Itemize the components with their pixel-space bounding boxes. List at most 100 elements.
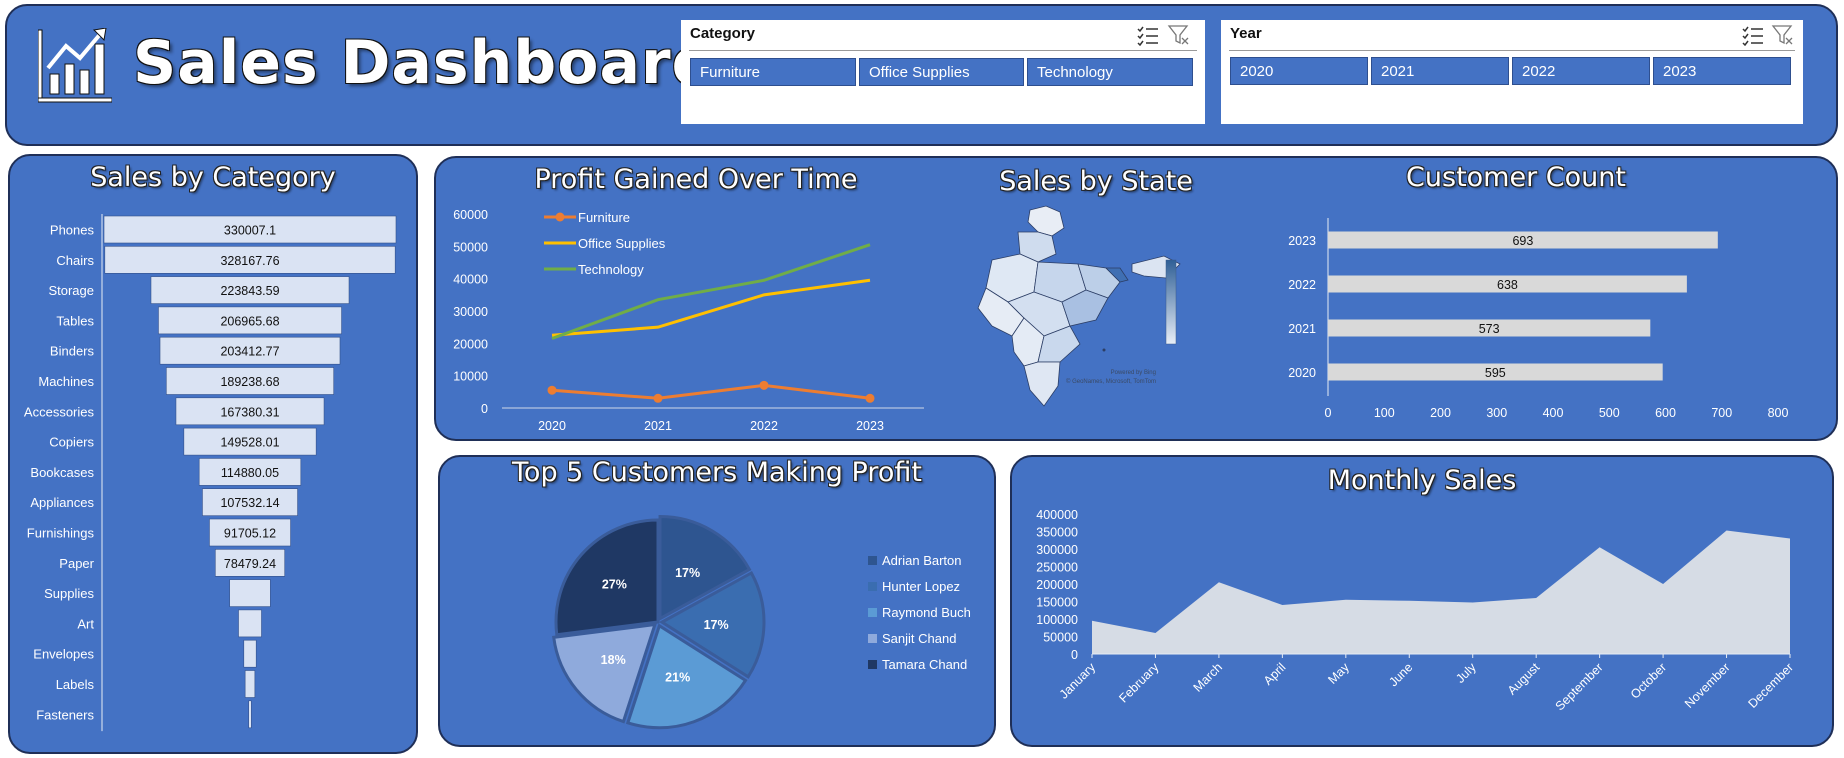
customer-x-tick: 100	[1374, 406, 1395, 420]
category-chip-technology[interactable]: Technology	[1027, 58, 1193, 86]
customer-count-chart: 693 2023 638 2022 573 2021 595 2020 0 100 200 300 40…	[1288, 218, 1788, 420]
category-label: Art	[77, 616, 94, 631]
header-panel: Sales Dashboard Category Furniture Offic…	[5, 4, 1838, 146]
customer-x-tick: 700	[1711, 406, 1732, 420]
pie-slice	[554, 518, 660, 637]
map-highlight-state	[1105, 267, 1129, 283]
sales-by-category-chart: Phones 330007.1 Chairs 328167.76 Storage 2238…	[24, 214, 397, 732]
category-label: Appliances	[30, 495, 94, 510]
legend-label: Furniture	[578, 210, 630, 225]
category-bar	[103, 215, 397, 244]
category-bar	[158, 306, 342, 335]
category-chip-furniture[interactable]: Furniture	[690, 58, 856, 86]
profit-over-time-chart: 0 10000 20000 30000 40000 50000 60000 2020 2021 2…	[453, 208, 924, 433]
pie-slice	[625, 623, 748, 730]
category-bar	[159, 336, 341, 365]
category-label: Accessories	[24, 404, 95, 419]
pie-legend-swatch	[868, 556, 877, 565]
category-bar	[150, 276, 350, 304]
monthly-y-tick: 350000	[1036, 526, 1078, 540]
profit-point	[865, 393, 875, 403]
category-bar	[238, 609, 262, 638]
profit-line-furniture	[551, 383, 871, 400]
category-chip-office-supplies[interactable]: Office Supplies	[859, 58, 1024, 86]
monthly-y-tick: 50000	[1043, 631, 1078, 645]
category-label: Tables	[56, 313, 94, 328]
profit-line-technology	[551, 243, 871, 340]
monthly-y-tick: 0	[1071, 648, 1078, 662]
customer-bar	[1328, 319, 1651, 337]
category-bar	[244, 670, 256, 698]
pie-legend-swatch	[868, 582, 877, 591]
category-bar	[198, 458, 302, 486]
pie-legend-swatch	[868, 608, 877, 617]
clear-filter-icon[interactable]	[1167, 24, 1191, 46]
monthly-x-tick: September	[1553, 660, 1606, 713]
profit-point	[547, 385, 557, 395]
monthly-x-tick: April	[1261, 660, 1289, 688]
map-south-central	[1037, 325, 1081, 363]
customer-year-label: 2022	[1288, 278, 1316, 292]
pie-legend-label: Adrian Barton	[882, 553, 962, 568]
year-chip-2021[interactable]: 2021	[1371, 57, 1509, 85]
monthly-x-tick: June	[1386, 660, 1415, 689]
pie-slice	[659, 570, 766, 679]
clear-filter-icon[interactable]	[1771, 24, 1795, 46]
monthly-y-tick: 250000	[1036, 561, 1078, 575]
multi-select-icon[interactable]	[1741, 24, 1765, 46]
sales-by-category-title: Sales by Category	[90, 162, 336, 193]
monthly-y-tick: 400000	[1036, 508, 1078, 522]
category-value-label: 91705.12	[224, 527, 276, 541]
category-bar	[248, 700, 252, 729]
category-value-label: 206965.68	[220, 314, 279, 328]
customer-value-label: 693	[1512, 234, 1533, 248]
category-value-label: 167380.31	[220, 405, 279, 419]
year-chip-2023[interactable]: 2023	[1653, 57, 1791, 85]
category-label: Machines	[38, 374, 94, 389]
category-value-label: 330007.1	[224, 224, 276, 238]
top5-customers-panel: Top 5 Customers Making Profit 17% 17% 21% 1…	[438, 455, 996, 747]
category-label: Binders	[50, 344, 95, 359]
category-bar	[202, 488, 298, 517]
pie-percent-label: 18%	[601, 653, 626, 667]
profit-y-tick: 60000	[453, 208, 488, 222]
profit-over-time-title: Profit Gained Over Time	[534, 164, 858, 195]
profit-x-tick: 2022	[750, 419, 778, 433]
category-bar	[229, 579, 271, 607]
profit-x-tick: 2023	[856, 419, 884, 433]
map-north-region	[1027, 205, 1065, 237]
profit-y-tick: 30000	[453, 305, 488, 319]
monthly-x-tick: January	[1057, 660, 1099, 702]
year-chip-2020[interactable]: 2020	[1230, 57, 1368, 85]
multi-select-icon[interactable]	[1136, 24, 1160, 46]
profit-y-tick: 50000	[453, 240, 488, 254]
pie-legend-label: Raymond Buch	[882, 605, 971, 620]
category-label: Bookcases	[30, 465, 94, 480]
page-title: Sales Dashboard	[133, 28, 716, 98]
category-value-label: 328167.76	[220, 254, 279, 268]
category-bar	[165, 367, 335, 395]
category-value-label: 223843.59	[220, 284, 279, 298]
customer-year-label: 2021	[1288, 322, 1316, 336]
pie-percent-label: 27%	[602, 578, 627, 592]
customer-x-tick: 0	[1325, 406, 1332, 420]
category-label: Labels	[56, 677, 95, 692]
customer-value-label: 573	[1479, 322, 1500, 336]
year-slicer-title: Year	[1230, 25, 1262, 42]
customer-x-tick: 200	[1430, 406, 1451, 420]
monthly-sales-title: Monthly Sales	[1327, 465, 1517, 496]
year-chip-2022[interactable]: 2022	[1512, 57, 1650, 85]
category-slicer-divider	[689, 50, 1197, 51]
category-bar	[175, 397, 325, 426]
category-slicer-title: Category	[690, 25, 756, 42]
monthly-x-tick: November	[1682, 660, 1733, 711]
category-label: Chairs	[56, 253, 94, 268]
pie-percent-label: 17%	[675, 566, 700, 580]
category-bar	[214, 548, 286, 577]
profit-y-tick: 40000	[453, 273, 488, 287]
monthly-sales-chart: 0 50000 100000 150000 200000 250000 300000 3500…	[1036, 508, 1796, 713]
category-value-label: 78479.24	[224, 557, 276, 571]
india-map[interactable]: Powered by Bing © GeoNames, Microsoft, T…	[968, 202, 1228, 432]
category-label: Fasteners	[36, 707, 94, 722]
category-label: Copiers	[49, 435, 94, 450]
